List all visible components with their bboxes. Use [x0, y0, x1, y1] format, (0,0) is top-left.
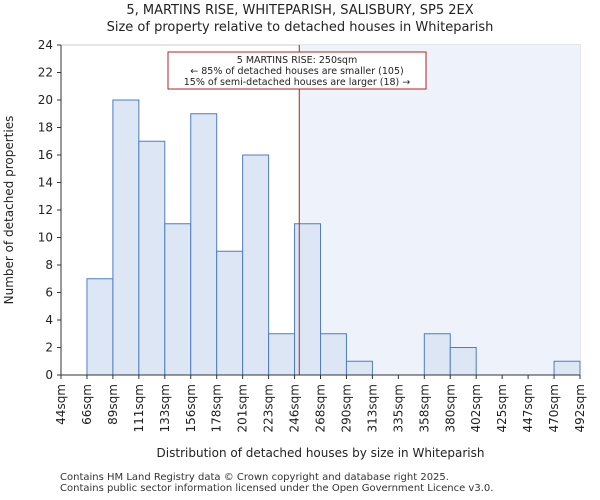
histogram-bar: [165, 224, 191, 375]
y-tick-label: 24: [38, 38, 53, 52]
x-tick-label: 290sqm: [339, 384, 353, 432]
x-tick-label: 66sqm: [80, 384, 94, 425]
x-tick-label: 358sqm: [417, 384, 431, 432]
annotation-box: 5 MARTINS RISE: 250sqm ← 85% of detached…: [168, 52, 426, 89]
y-tick-label: 6: [45, 286, 53, 300]
annotation-line-2: ← 85% of detached houses are smaller (10…: [190, 66, 403, 77]
y-tick-label: 14: [38, 176, 53, 190]
larger-region-highlight: [299, 45, 580, 375]
x-tick-label: 89sqm: [106, 384, 120, 425]
histogram-bar: [321, 334, 347, 375]
x-tick-label: 402sqm: [469, 384, 483, 432]
x-tick-label: 447sqm: [521, 384, 535, 432]
histogram-chart: 5 MARTINS RISE: 250sqm ← 85% of detached…: [0, 0, 600, 500]
histogram-bar: [424, 334, 450, 375]
x-tick-label: 492sqm: [573, 384, 587, 432]
histogram-bar: [139, 141, 165, 375]
annotation-line-1: 5 MARTINS RISE: 250sqm: [237, 55, 357, 66]
histogram-bar: [269, 334, 295, 375]
x-axis-label: Distribution of detached houses by size …: [157, 446, 485, 460]
y-tick-label: 10: [38, 231, 53, 245]
y-tick-label: 0: [45, 368, 53, 382]
x-tick-label: 223sqm: [262, 384, 276, 432]
y-tick-label: 8: [45, 258, 53, 272]
histogram-bar: [217, 251, 243, 375]
histogram-bar: [87, 279, 113, 375]
histogram-bar: [450, 348, 476, 376]
histogram-bar: [554, 361, 580, 375]
x-tick-label: 313sqm: [365, 384, 379, 432]
x-tick-label: 268sqm: [314, 384, 328, 432]
footer-copyright: Contains HM Land Registry data © Crown c…: [60, 472, 449, 483]
x-tick-label: 425sqm: [495, 384, 509, 432]
x-tick-label: 335sqm: [391, 384, 405, 432]
annotation-line-3: 15% of semi-detached houses are larger (…: [184, 77, 411, 88]
x-tick-label: 178sqm: [210, 384, 224, 432]
histogram-bar: [295, 224, 321, 375]
x-tick-label: 246sqm: [288, 384, 302, 432]
y-tick-label: 16: [38, 148, 53, 162]
y-tick-label: 4: [45, 313, 53, 327]
histogram-bar: [243, 155, 269, 375]
x-tick-label: 470sqm: [547, 384, 561, 432]
x-tick-label: 133sqm: [158, 384, 172, 432]
x-tick-label: 44sqm: [54, 384, 68, 425]
x-tick-label: 156sqm: [184, 384, 198, 432]
x-tick-label: 201sqm: [236, 384, 250, 432]
histogram-bar: [191, 114, 217, 375]
y-tick-label: 12: [38, 203, 53, 217]
y-tick-label: 2: [45, 341, 53, 355]
y-tick-label: 20: [38, 93, 53, 107]
y-tick-label: 22: [38, 66, 53, 80]
y-axis-label: Number of detached properties: [2, 116, 16, 305]
x-tick-label: 380sqm: [443, 384, 457, 432]
histogram-bar: [113, 100, 139, 375]
x-tick-label: 111sqm: [132, 384, 146, 432]
footer-licence: Contains public sector information licen…: [60, 483, 493, 494]
y-tick-label: 18: [38, 121, 53, 135]
histogram-bar: [346, 361, 372, 375]
